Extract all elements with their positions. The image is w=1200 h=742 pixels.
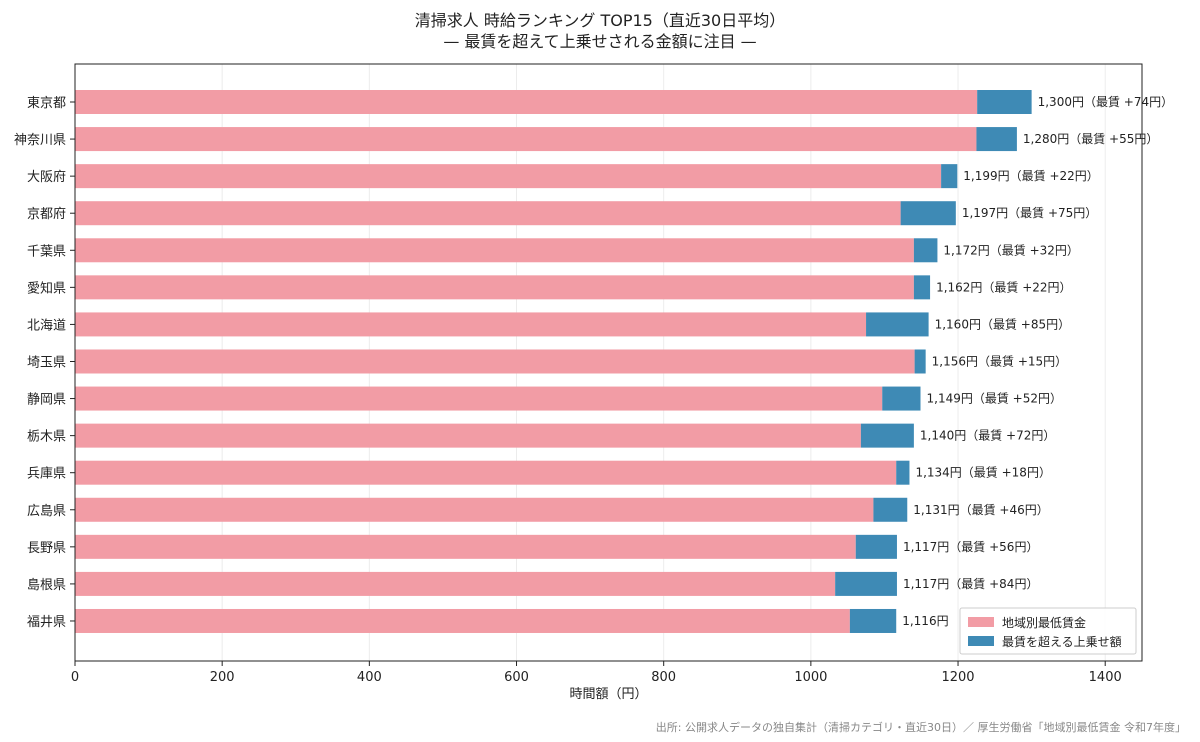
y-tick-label: 広島県 (27, 504, 66, 519)
y-tick-label: 愛知県 (27, 280, 66, 296)
data-label: 1,300円（最賃 +74円） (1038, 94, 1174, 109)
bar-premium (855, 534, 897, 559)
legend-swatch (968, 636, 994, 646)
bar-premium (913, 238, 938, 263)
bar-premium (860, 423, 914, 448)
bar-minimum-wage (75, 497, 874, 522)
data-label: 1,156円（最賃 +15円） (932, 353, 1067, 368)
bar-minimum-wage (75, 608, 850, 633)
bar-premium (873, 497, 908, 522)
data-label: 1,134円（最賃 +18円） (915, 465, 1050, 480)
bar-premium (882, 386, 921, 411)
x-tick-label: 1400 (1089, 670, 1122, 685)
bar-minimum-wage (75, 312, 867, 337)
bar-premium (849, 608, 897, 633)
y-tick-label: 神奈川県 (14, 133, 66, 148)
y-tick-label: 島根県 (27, 578, 66, 593)
x-tick-label: 800 (651, 670, 676, 685)
y-tick-label: 北海道 (27, 318, 66, 333)
bar-minimum-wage (75, 238, 914, 263)
bar-minimum-wage (75, 423, 861, 448)
bar-premium (977, 90, 1032, 114)
bar-minimum-wage (75, 90, 978, 114)
x-axis-label: 時間額（円） (569, 687, 647, 702)
bar-minimum-wage (75, 534, 856, 559)
chart-subtitle: — 最賃を超えて上乗せされる金額に注目 — (443, 32, 757, 51)
plot-frame (74, 63, 1143, 662)
y-tick-label: 千葉県 (27, 244, 66, 259)
legend-swatch (968, 617, 994, 627)
bar-premium (913, 275, 931, 300)
y-tick-label: 長野県 (27, 541, 66, 556)
bar-minimum-wage (75, 127, 977, 152)
y-tick-label: 大阪府 (27, 170, 66, 185)
data-label: 1,280円（最賃 +55円） (1023, 131, 1159, 146)
bar-minimum-wage (75, 460, 897, 485)
bar-minimum-wage (75, 386, 883, 411)
x-tick-label: 400 (357, 670, 382, 685)
y-tick-label: 東京都 (27, 95, 66, 111)
data-label: 1,117円（最賃 +84円） (903, 576, 1039, 591)
bar-premium (900, 201, 956, 226)
bar-minimum-wage (75, 275, 914, 300)
bar-premium (866, 312, 929, 337)
legend-box (959, 607, 1137, 655)
data-label: 1,197円（最賃 +75円） (962, 205, 1098, 220)
x-tick-label: 1200 (941, 670, 974, 685)
bar-premium (914, 349, 926, 374)
y-tick-label: 京都府 (27, 207, 66, 222)
y-tick-label: 静岡県 (27, 393, 66, 408)
legend-label: 最賃を超える上乗せ額 (1002, 634, 1122, 649)
y-tick-label: 兵庫県 (27, 467, 66, 482)
bar-minimum-wage (75, 164, 942, 189)
y-tick-label: 福井県 (27, 615, 66, 630)
bar-premium (941, 164, 958, 189)
data-label: 1,117円（最賃 +56円） (903, 539, 1039, 554)
data-label: 1,149円（最賃 +52円） (927, 391, 1063, 406)
bar-minimum-wage (75, 349, 915, 374)
y-tick-label: 栃木県 (27, 430, 66, 445)
x-tick-label: 0 (71, 670, 79, 685)
source-note: 出所: 公開求人データの独自集計（清掃カテゴリ・直近30日）／ 厚生労働省「地域… (655, 721, 1186, 734)
bar-minimum-wage (75, 201, 901, 226)
bar-premium (835, 571, 897, 596)
bar-premium (976, 127, 1017, 152)
x-tick-label: 200 (210, 670, 235, 685)
bar-premium (896, 460, 910, 485)
bar-minimum-wage (75, 571, 836, 596)
data-label: 1,116円 (902, 614, 948, 628)
data-label: 1,162円（最賃 +22円） (936, 279, 1072, 294)
data-label: 1,131円（最賃 +46円） (913, 502, 1049, 517)
data-label: 1,160円（最賃 +85円） (935, 316, 1071, 331)
x-tick-label: 1000 (794, 670, 827, 685)
legend-label: 地域別最低賃金 (1002, 615, 1086, 630)
y-tick-label: 埼玉県 (27, 355, 66, 370)
data-label: 1,140円（最賃 +72円） (920, 428, 1056, 443)
x-tick-label: 600 (504, 670, 529, 685)
chart-title: 清掃求人 時給ランキング TOP15（直近30日平均） (414, 11, 786, 30)
data-label: 1,199円（最賃 +22円） (963, 168, 1098, 183)
data-label: 1,172円（最賃 +32円） (943, 242, 1079, 257)
